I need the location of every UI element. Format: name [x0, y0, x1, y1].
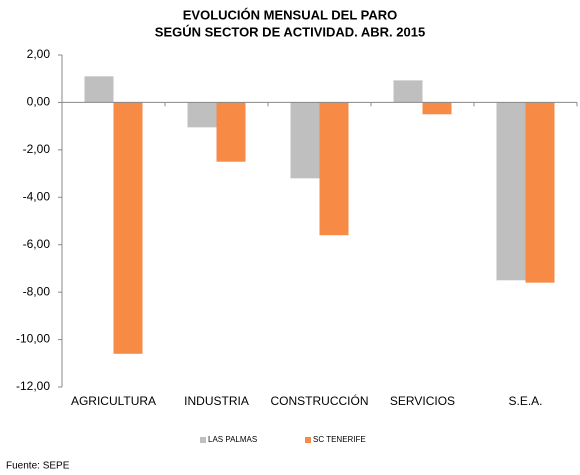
- bar: [84, 76, 114, 103]
- y-tick-label: -2,00: [23, 142, 51, 156]
- y-tick-label: -8,00: [23, 284, 51, 298]
- bar: [393, 80, 423, 103]
- bar: [496, 102, 526, 281]
- legend-label: LAS PALMAS: [208, 435, 257, 444]
- bar: [216, 102, 246, 162]
- y-tick-label: -10,00: [16, 332, 50, 346]
- chart-title: EVOLUCIÓN MENSUAL DEL PARO: [183, 7, 398, 22]
- bar: [113, 102, 143, 354]
- x-tick-label: SERVICIOS: [390, 394, 455, 408]
- legend-label: SC TENERIFE: [313, 435, 366, 444]
- bar: [187, 102, 217, 128]
- x-tick-label: INDUSTRIA: [184, 394, 249, 408]
- y-tick-label: -6,00: [23, 237, 51, 251]
- y-tick-label: 2,00: [27, 47, 51, 61]
- y-tick-label: -12,00: [16, 379, 50, 393]
- x-tick-label: AGRICULTURA: [71, 394, 156, 408]
- x-tick-label: CONSTRUCCIÓN: [271, 393, 369, 408]
- chart-subtitle: SEGÚN SECTOR DE ACTIVIDAD. ABR. 2015: [155, 24, 425, 39]
- y-tick-label: 0,00: [27, 95, 51, 109]
- legend-swatch: [305, 437, 311, 443]
- bar: [290, 102, 320, 179]
- bar: [422, 102, 452, 115]
- legend-swatch: [200, 437, 206, 443]
- x-tick-label: S.E.A.: [508, 394, 542, 408]
- source-note: Fuente: SEPE: [6, 461, 70, 472]
- y-tick-label: -4,00: [23, 189, 51, 203]
- bar: [525, 102, 555, 283]
- bar: [319, 102, 349, 236]
